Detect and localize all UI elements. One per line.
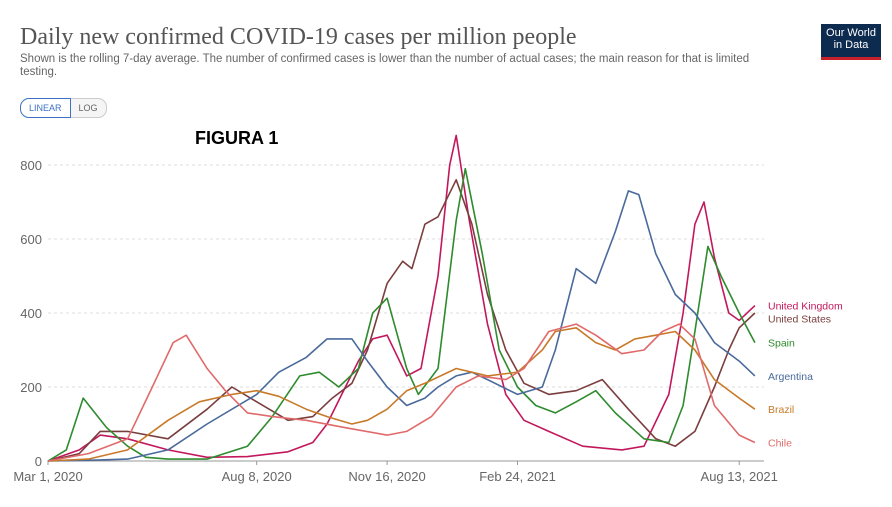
y-tick-label: 200	[20, 380, 42, 395]
scale-toggle: LINEAR LOG	[20, 98, 107, 118]
x-tick-label: Feb 24, 2021	[479, 469, 556, 484]
legend-label-spain: Spain	[768, 338, 795, 350]
owid-logo[interactable]: Our World in Data	[821, 24, 881, 60]
x-tick-label: Aug 8, 2020	[222, 469, 292, 484]
legend-label-chile: Chile	[768, 438, 792, 450]
linear-button[interactable]: LINEAR	[20, 98, 71, 118]
figure-annotation: FIGURA 1	[195, 128, 279, 148]
y-tick-label: 400	[20, 306, 42, 321]
series-line-brazil	[47, 326, 756, 462]
series-line-spain	[47, 167, 756, 462]
x-tick-label: Aug 13, 2021	[701, 469, 778, 484]
logo-line-1: Our World	[826, 27, 876, 39]
y-tick-label: 0	[35, 454, 42, 469]
series-line-united-kingdom	[47, 134, 756, 462]
log-button[interactable]: LOG	[70, 98, 107, 118]
chart-subtitle: Shown is the rolling 7-day average. The …	[20, 53, 750, 78]
x-tick-label: Nov 16, 2020	[348, 469, 425, 484]
series-line-united-states	[47, 179, 756, 462]
x-tick-label: Mar 1, 2020	[13, 469, 82, 484]
series-line-chile	[47, 323, 756, 462]
legend-label-united-kingdom: United Kingdom	[768, 301, 843, 313]
y-tick-label: 800	[20, 158, 42, 173]
legend-label-united-states: United States	[768, 314, 831, 326]
legend-label-argentina: Argentina	[768, 371, 813, 383]
y-tick-label: 600	[20, 232, 42, 247]
chart-title: Daily new confirmed COVID-19 cases per m…	[20, 24, 577, 50]
legend-label-brazil: Brazil	[768, 404, 794, 416]
series-line-argentina	[47, 190, 756, 462]
logo-line-2: in Data	[833, 39, 869, 51]
